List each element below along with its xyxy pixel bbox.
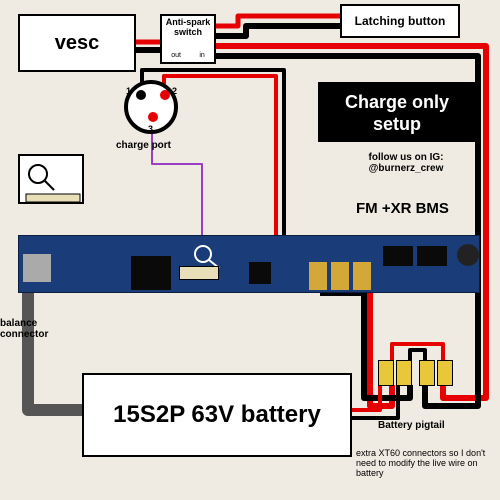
pigtail-label: Battery pigtail — [378, 420, 445, 431]
balance-label: balance connector — [0, 318, 70, 340]
wire — [352, 293, 392, 406]
xt60-connector — [378, 360, 394, 386]
antispark-in: in — [199, 52, 204, 60]
bms-label: FM +XR BMS — [356, 200, 449, 217]
pin-number: 1 — [126, 86, 131, 96]
wire — [392, 344, 443, 360]
wire — [216, 26, 340, 36]
antispark-switch-box: Anti-spark switch out in — [160, 14, 216, 64]
xt60-connector — [437, 360, 453, 386]
wire — [28, 293, 82, 410]
battery-box: 15S2P 63V battery — [82, 373, 352, 457]
charge-port-pin — [160, 90, 170, 100]
wire — [216, 16, 340, 26]
vesc-box: vesc — [18, 14, 136, 72]
social-text: follow us on IG: @burnerz_crew — [336, 152, 476, 174]
latching-button-box: Latching button — [340, 4, 460, 38]
diagram-title: Charge only setup — [345, 92, 449, 134]
charge-port-pin — [136, 90, 146, 100]
antispark-out: out — [171, 52, 181, 60]
extra-note: extra XT60 connectors so I don't need to… — [356, 448, 496, 478]
xt60-connector — [396, 360, 412, 386]
bms-board — [18, 235, 480, 293]
wire — [352, 385, 398, 418]
battery-label: 15S2P 63V battery — [113, 402, 321, 428]
pin-number: 2 — [172, 86, 177, 96]
antispark-subtitle: switch — [174, 28, 202, 38]
vesc-label: vesc — [55, 32, 100, 55]
xt60-connector — [419, 360, 435, 386]
wire — [352, 385, 380, 410]
pin-number: 3 — [148, 124, 153, 134]
latching-label: Latching button — [355, 14, 446, 28]
charge-port: 1 2 3 — [124, 80, 178, 134]
wire — [410, 350, 425, 360]
charge-port-label: charge port — [116, 140, 171, 151]
title-box: Charge only setup — [318, 82, 476, 142]
balance-connector-icon — [18, 154, 84, 204]
charge-port-pin — [148, 112, 158, 122]
